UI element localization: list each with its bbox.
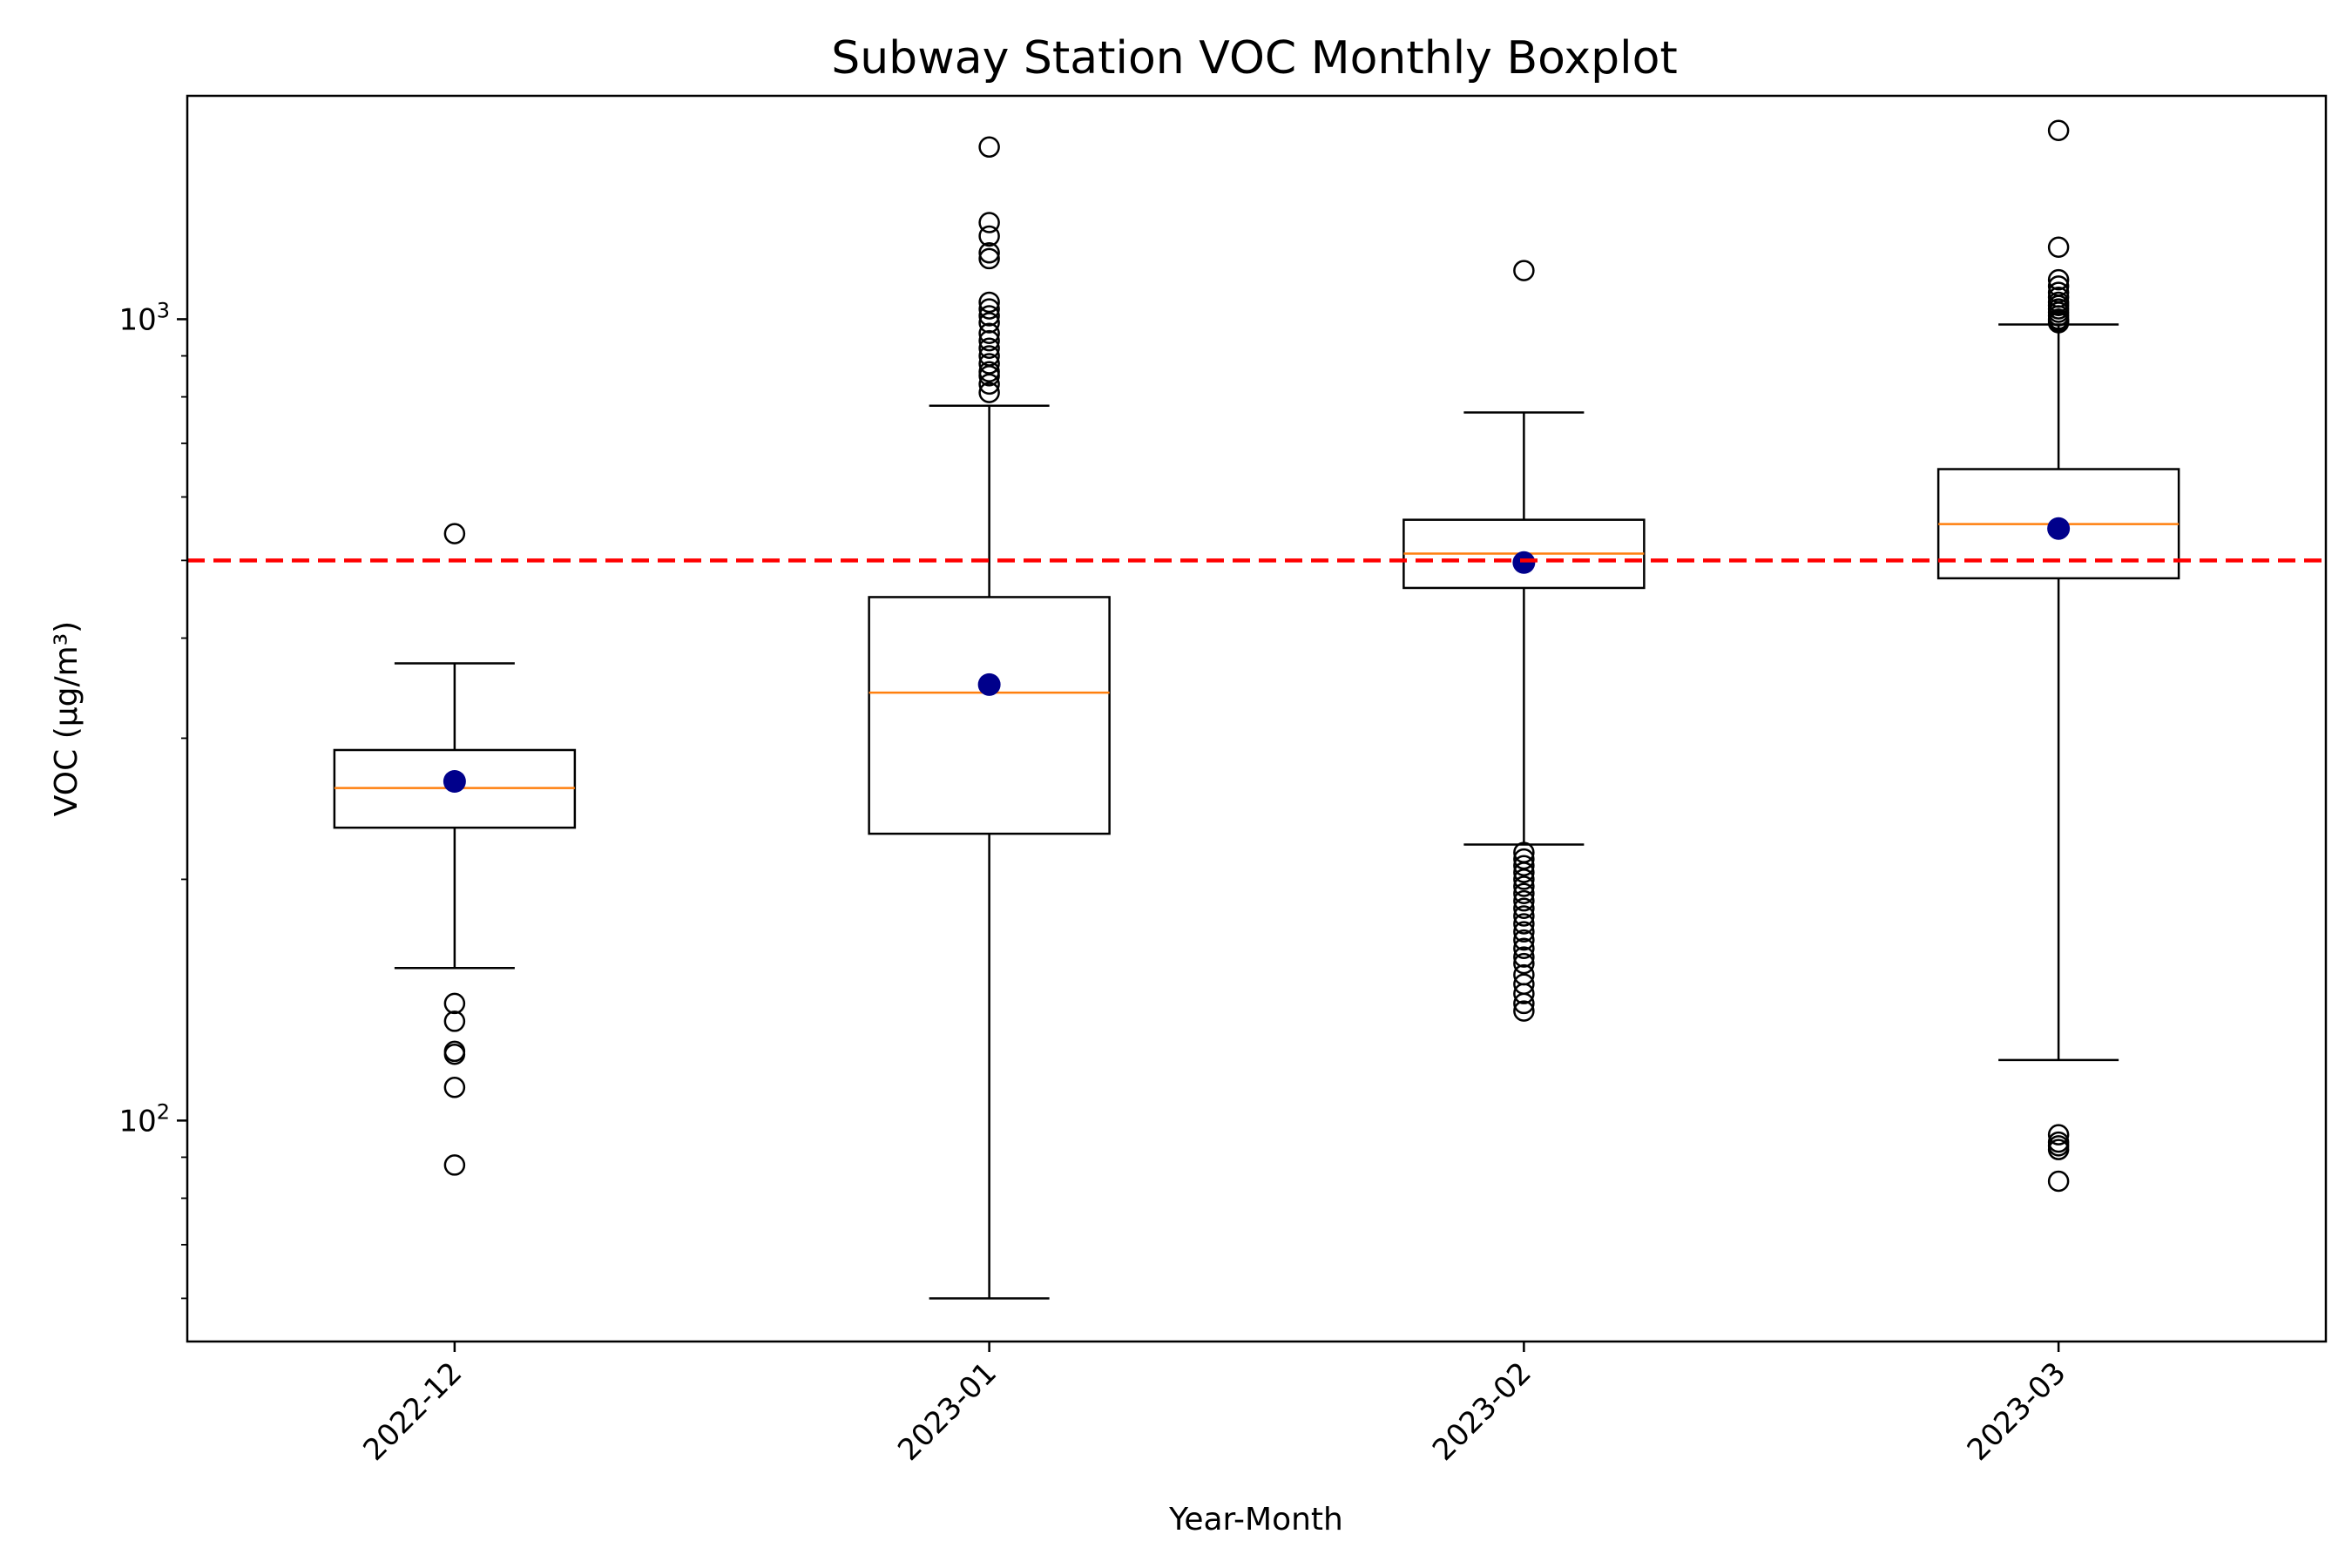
outlier-point [2047, 268, 2070, 291]
outlier-point [443, 1010, 466, 1032]
plot-frame [186, 94, 2328, 1343]
y-axis-label: VOC (μg/m³) [49, 621, 84, 816]
outlier-point [1513, 992, 1535, 1015]
outlier-point [978, 382, 1000, 403]
outlier-point [2047, 119, 2070, 142]
box-group-2023-03 [1936, 119, 2180, 1193]
outlier-point [978, 329, 1000, 352]
outlier-point [2047, 312, 2070, 334]
outlier-point [443, 523, 466, 544]
outlier-point [1513, 929, 1535, 951]
outlier-point [1513, 1000, 1535, 1022]
box-group-2022-12 [333, 523, 577, 1176]
outlier-point [978, 247, 1000, 270]
outlier-point [978, 212, 1000, 233]
outlier-point [1513, 848, 1535, 870]
outlier-point [1513, 862, 1535, 883]
outlier-point [1513, 952, 1535, 975]
outlier-point [1513, 882, 1535, 904]
outlier-point [978, 298, 1000, 320]
outlier-point [1513, 868, 1535, 890]
mean-point [977, 672, 1001, 696]
outlier-point [2047, 1170, 2070, 1193]
outlier-point [978, 136, 1000, 159]
outlier-point [1513, 889, 1535, 912]
outlier-point [1513, 983, 1535, 1004]
mean-point [443, 770, 466, 794]
outlier-point [978, 305, 1000, 327]
outlier-point [978, 312, 1000, 334]
outlier-point [443, 992, 466, 1015]
outlier-point [1513, 897, 1535, 919]
outlier-point [978, 291, 1000, 314]
mean-point [2047, 517, 2071, 540]
outlier-point [443, 1154, 466, 1176]
outlier-point [978, 242, 1000, 264]
x-axis-label: Year-Month [1168, 1502, 1343, 1538]
outlier-point [978, 365, 1000, 387]
outlier-point [978, 337, 1000, 359]
chart-title: Subway Station VOC Monthly Boxplot [831, 32, 1678, 84]
outlier-point [978, 353, 1000, 375]
outlier-point [1513, 875, 1535, 897]
outlier-point [1513, 946, 1535, 968]
outlier-point [978, 225, 1000, 247]
outlier-point [2047, 1124, 2070, 1146]
outlier-point [2047, 236, 2070, 258]
outlier-point [978, 373, 1000, 395]
y-tick-label: 102 [118, 1099, 170, 1139]
plot-area [187, 119, 2326, 1300]
outlier-point [443, 1043, 466, 1065]
y-tick-label: 103 [118, 298, 170, 337]
outlier-point [1513, 905, 1535, 927]
outlier-point [1513, 913, 1535, 935]
outlier-point [978, 322, 1000, 344]
outlier-point [1513, 260, 1535, 281]
box-group-2023-02 [1402, 260, 1646, 1022]
outlier-point [2047, 1139, 2070, 1160]
outlier-point [1513, 937, 1535, 959]
box-group-2023-01 [868, 136, 1111, 1300]
mean-point [1512, 551, 1536, 574]
box-iqr [868, 596, 1111, 835]
outlier-point [1513, 855, 1535, 877]
outlier-point [1513, 921, 1535, 943]
outlier-point [443, 1077, 466, 1098]
